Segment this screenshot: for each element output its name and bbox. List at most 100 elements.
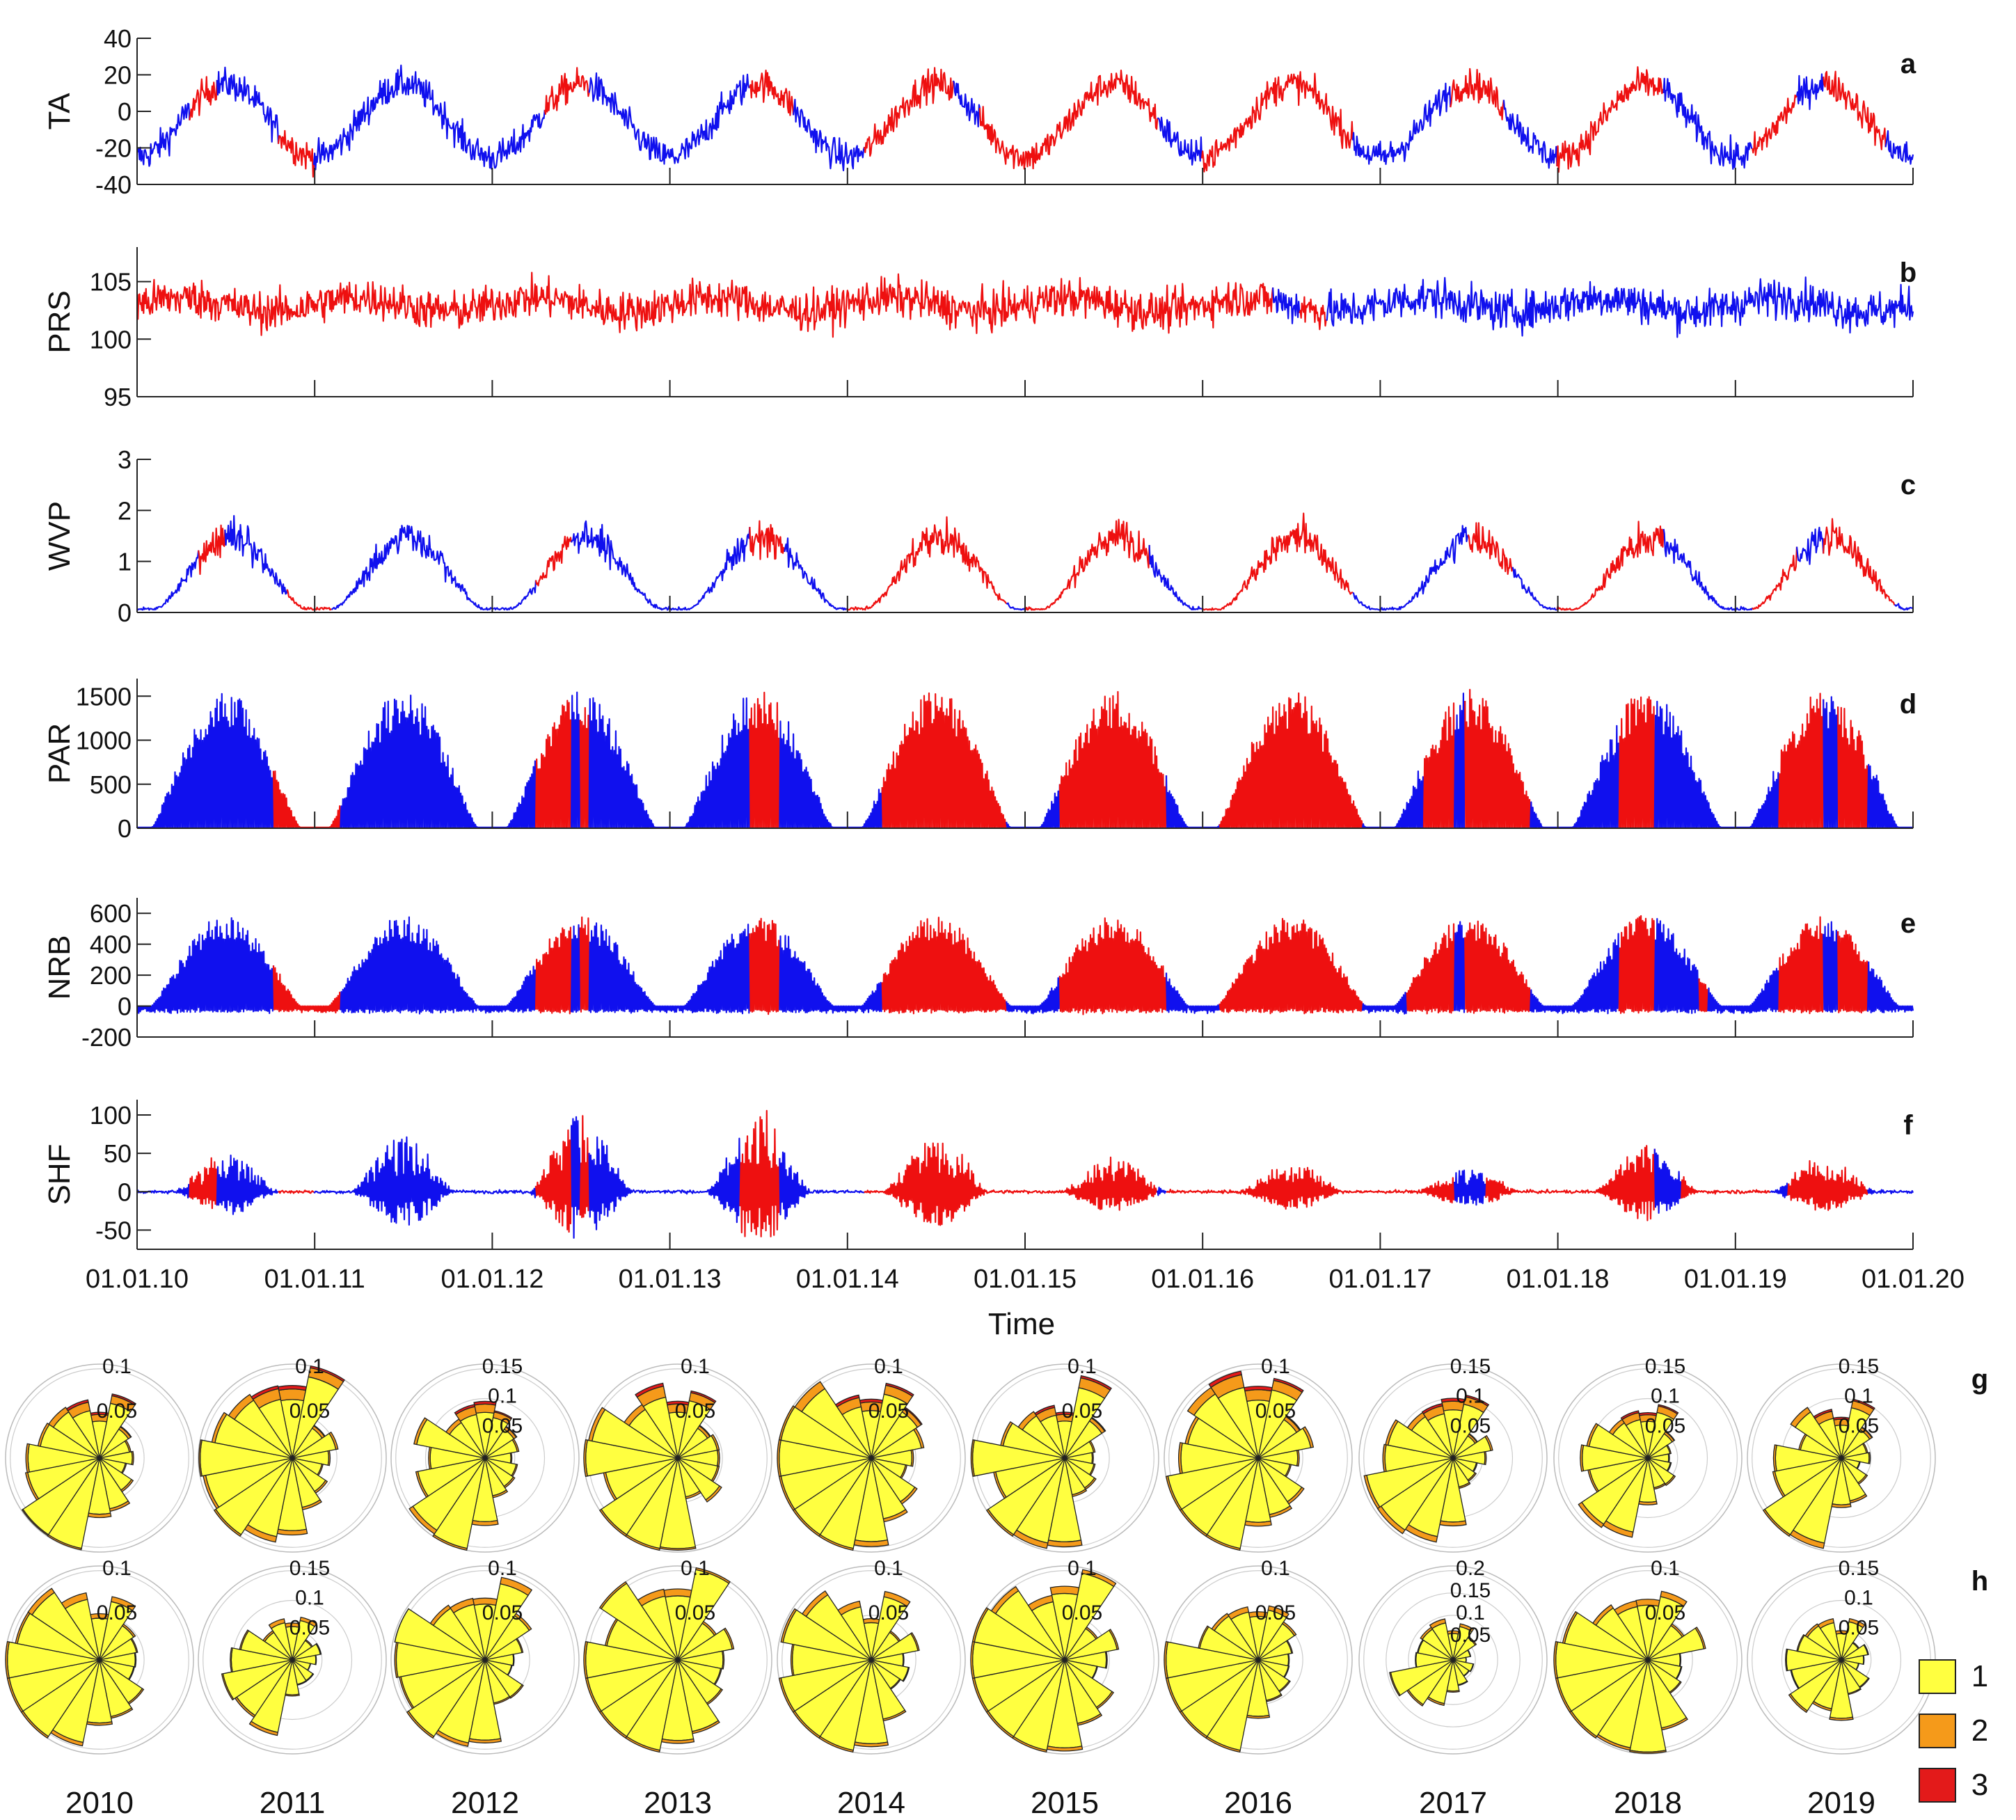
series-d-blue bbox=[1530, 725, 1620, 829]
rose-wedge-2 bbox=[1578, 1501, 1605, 1528]
rose-wedge-3 bbox=[310, 1365, 345, 1382]
rose-ring-label: 0.1 bbox=[488, 1557, 517, 1580]
series-c-blue bbox=[1894, 603, 1914, 611]
panel-letter-f: f bbox=[1903, 1110, 1913, 1141]
rose-wedge-3 bbox=[251, 1385, 279, 1400]
series-f-blue bbox=[571, 1116, 581, 1239]
rose-wedge-2 bbox=[1796, 1633, 1805, 1652]
rose-wedge-2 bbox=[1762, 1508, 1791, 1537]
series-d-blue bbox=[340, 694, 537, 829]
rose-wedge-2 bbox=[37, 1422, 50, 1447]
rose-wedge-3 bbox=[635, 1382, 665, 1398]
rose-wedge-3 bbox=[1658, 1404, 1679, 1415]
rose-wedge-2 bbox=[588, 1407, 606, 1442]
y-axis-label-a: TA bbox=[42, 93, 77, 130]
rose-wedge-2 bbox=[910, 1449, 914, 1467]
rose-wedge-2 bbox=[429, 1604, 452, 1627]
rose-ring-label: 0.05 bbox=[482, 1601, 523, 1624]
series-e-blue bbox=[1165, 972, 1221, 1015]
rose-wedge-3 bbox=[1208, 1370, 1242, 1388]
series-e-blue bbox=[1653, 917, 1700, 1015]
legend-swatch-3 bbox=[1919, 1768, 1956, 1803]
rose-wedge-2 bbox=[131, 1450, 134, 1466]
y-tick-label-b: 105 bbox=[90, 268, 132, 296]
panel-c: 3 2 1 0 WVP c bbox=[42, 445, 1916, 627]
rose-wedge-2 bbox=[230, 1647, 233, 1673]
rose-wedge-2 bbox=[1459, 1623, 1475, 1633]
rose-wedge-2 bbox=[1484, 1434, 1493, 1451]
rose-wedge-2 bbox=[1868, 1452, 1871, 1464]
x-tick-label: 01.01.11 bbox=[264, 1265, 365, 1294]
series-c-blue bbox=[1148, 545, 1203, 611]
rose-wedge-2 bbox=[408, 1505, 438, 1535]
series-d-red bbox=[1837, 706, 1869, 829]
rose-wedge-3 bbox=[1620, 1410, 1640, 1421]
rose-ring-label: 0.05 bbox=[1839, 1616, 1879, 1639]
x-tick-label: 01.01.20 bbox=[1862, 1265, 1965, 1294]
series-d-blue bbox=[570, 691, 581, 829]
rose-wedge-2 bbox=[780, 1608, 797, 1643]
rose-ring-label: 0.15 bbox=[1645, 1355, 1685, 1378]
rose-wedge-2 bbox=[990, 1585, 1019, 1615]
rose-wedge-2 bbox=[1429, 1618, 1447, 1629]
rose-wedge-2 bbox=[1227, 1606, 1250, 1620]
rose-ring bbox=[1168, 1368, 1348, 1548]
series-a-red bbox=[543, 67, 590, 115]
rose-wedge-2 bbox=[1772, 1444, 1777, 1472]
rose-wedge-2 bbox=[1285, 1640, 1294, 1654]
series-a-red bbox=[749, 69, 795, 116]
series-e-red bbox=[749, 917, 781, 1015]
series-e-red bbox=[1778, 916, 1825, 1015]
series-e-blue bbox=[1823, 921, 1839, 1013]
rose-ring-label: 0.05 bbox=[1255, 1400, 1296, 1423]
rose-wedge-2 bbox=[1281, 1621, 1297, 1637]
rose-ring bbox=[1558, 1368, 1738, 1548]
x-axis-label: Time bbox=[988, 1307, 1055, 1341]
rose-ring-label: 0.15 bbox=[482, 1355, 523, 1378]
rose-wedge-3 bbox=[1034, 1404, 1056, 1416]
y-tick-label-f: 0 bbox=[118, 1178, 132, 1206]
rose-wedge-2 bbox=[1415, 1652, 1418, 1668]
series-a-blue bbox=[1662, 77, 1753, 170]
series-c-blue bbox=[1795, 526, 1825, 565]
rose-wedge-2 bbox=[1829, 1716, 1854, 1721]
y-tick-label-d: 1000 bbox=[76, 727, 132, 755]
rose-year-label: 2011 bbox=[260, 1786, 326, 1820]
series-a-blue bbox=[312, 64, 546, 171]
series-c-blue bbox=[137, 550, 200, 611]
rose-wedge-2 bbox=[837, 1600, 862, 1616]
wind-rose-g-2019: 0.15 0.1 0.05 bbox=[1747, 1355, 1936, 1553]
y-tick-label-c: 0 bbox=[118, 599, 132, 627]
rose-ring-label: 0.1 bbox=[681, 1557, 710, 1580]
series-d-blue bbox=[1823, 696, 1839, 829]
rose-wedge-3 bbox=[1861, 1426, 1873, 1439]
rose-wedge-2 bbox=[1211, 1613, 1230, 1631]
rose-wedge-2 bbox=[5, 1640, 10, 1679]
rose-ring-label: 0.1 bbox=[102, 1355, 132, 1378]
rose-wedge-2 bbox=[705, 1485, 722, 1503]
legend: 1 2 3 bbox=[1919, 1659, 1988, 1803]
rose-wedge-2 bbox=[1017, 1411, 1038, 1431]
series-b-blue bbox=[1326, 276, 1914, 338]
x-tick-label: 01.01.14 bbox=[796, 1265, 899, 1294]
rose-wedge-2 bbox=[1592, 1604, 1614, 1627]
rose-wedge-2 bbox=[970, 1439, 976, 1477]
series-f-blue bbox=[1866, 1187, 1914, 1195]
wind-rose-h-2012: 0.1 0.05 2012 bbox=[390, 1557, 580, 1820]
rose-wedge-2 bbox=[48, 1407, 70, 1428]
series-d-red bbox=[1618, 696, 1656, 829]
y-tick-label-e: -200 bbox=[81, 1023, 132, 1052]
series-c-blue bbox=[331, 524, 537, 611]
wind-rose-h-2015: 0.1 0.05 2015 bbox=[970, 1557, 1159, 1820]
panel-d: 1500 1000 500 0 PAR d bbox=[42, 679, 1916, 843]
series-e-blue bbox=[1530, 933, 1620, 1015]
series-a-blue bbox=[952, 80, 981, 128]
rose-ring-label: 0.05 bbox=[97, 1601, 137, 1624]
series-a-blue bbox=[793, 98, 866, 172]
y-tick-label-f: -50 bbox=[95, 1216, 132, 1244]
series-e-blue bbox=[571, 924, 581, 1013]
series-f-red bbox=[189, 1157, 218, 1210]
y-tick-label-d: 0 bbox=[118, 814, 132, 843]
x-tick-label: 01.01.18 bbox=[1507, 1265, 1610, 1294]
